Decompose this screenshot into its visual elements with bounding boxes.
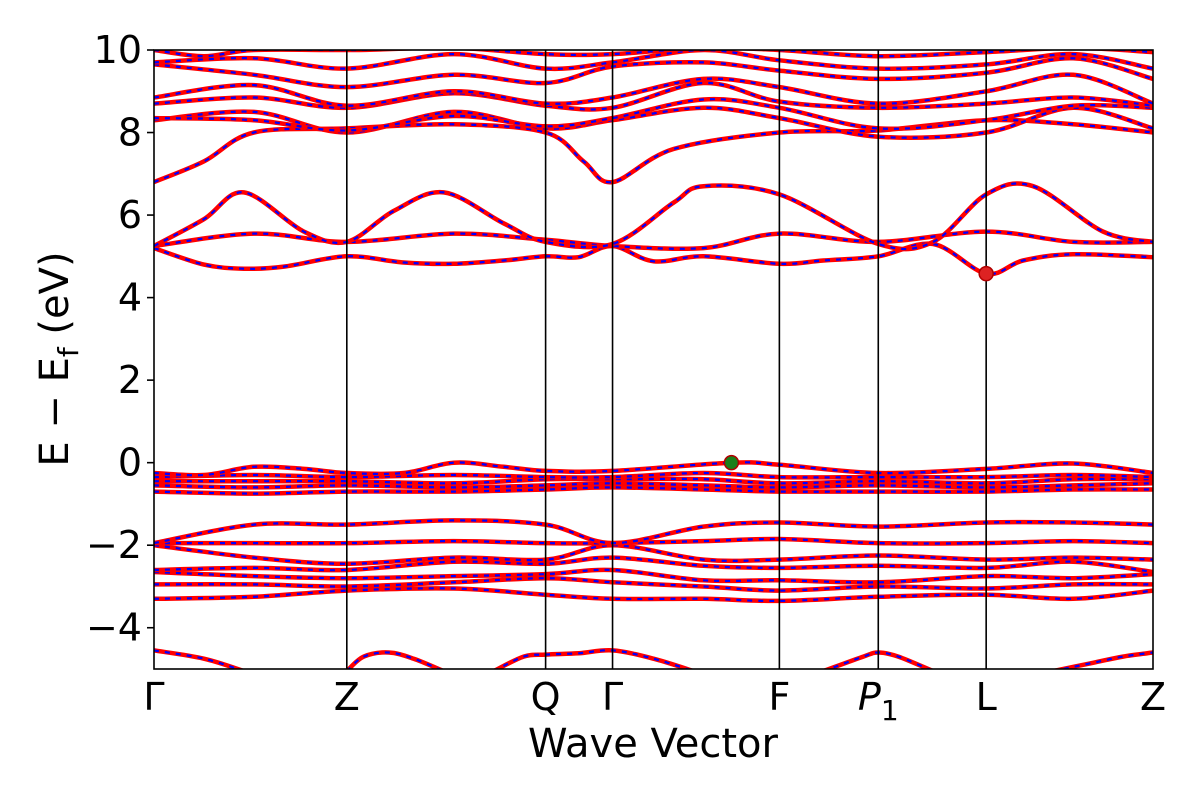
y-tick-label-5: 6 [118, 193, 142, 237]
band-4 [1052, 650, 1153, 669]
band-dash [1057, 651, 1153, 669]
band-18 [154, 229, 1153, 252]
band-5 [154, 586, 1153, 604]
band-8 [154, 555, 1153, 575]
band-0 [154, 648, 245, 669]
band-dash [495, 649, 691, 669]
x-tick-sub: 1 [881, 694, 899, 727]
band-6 [154, 575, 1153, 593]
x-tick-main: P [858, 675, 881, 719]
band-13 [154, 481, 1153, 490]
band-dash [154, 649, 242, 669]
band-21 [154, 105, 1153, 141]
band-line [492, 647, 695, 669]
x-tick-label-4: F [768, 675, 790, 719]
x-tick-label-7: Z [1140, 675, 1166, 719]
y-tick-label-6: 8 [118, 111, 142, 155]
band-dash [154, 587, 1153, 603]
band-line [154, 50, 1153, 72]
bands-layer [154, 50, 1153, 669]
x-tick-label-2: Q [531, 675, 561, 719]
plot-frame [153, 49, 1154, 670]
y-ticks: −4 −2 0 2 4 6 8 10 [86, 28, 154, 650]
band-dash [154, 57, 1153, 89]
band-line [154, 105, 1153, 141]
y-tick-label-0: −4 [86, 606, 142, 650]
x-tick-label-6: L [976, 675, 997, 719]
band-7 [154, 567, 1153, 585]
y-axis-label-main: E − E [32, 357, 78, 467]
band-dash [154, 486, 1153, 495]
band-12 [154, 485, 1153, 496]
y-tick-label-2: 0 [118, 441, 142, 485]
x-tick-label-3: Γ [602, 675, 623, 719]
y-tick-label-4: 4 [118, 276, 142, 320]
band-dash [154, 73, 1153, 107]
band-line [154, 518, 1153, 546]
high-symmetry-lines [346, 50, 987, 669]
band-14 [154, 476, 1153, 486]
band-dash [154, 471, 1153, 479]
band-2 [492, 647, 695, 669]
band-26 [154, 50, 1153, 72]
band-dash [154, 477, 1153, 485]
band-dash [154, 537, 1153, 545]
band-25 [154, 56, 1153, 90]
band-dash [154, 182, 1153, 251]
band-dash [154, 568, 1153, 584]
y-tick-label-3: 2 [118, 358, 142, 402]
y-axis-label-unit: (eV) [32, 251, 78, 347]
y-axis-label: E − Ef (eV) [32, 251, 85, 466]
y-tick-label-1: −2 [86, 523, 142, 567]
band-24 [154, 72, 1153, 108]
band-15 [154, 470, 1153, 480]
band-dash [154, 577, 1153, 592]
band-dash [154, 461, 1153, 477]
band-dash [154, 482, 1153, 489]
x-tick-label-1: Z [334, 675, 360, 719]
band-dash [347, 651, 442, 669]
markers-layer [723, 265, 994, 471]
x-tick-label-0: Γ [143, 675, 164, 719]
vbm-marker [723, 454, 740, 471]
y-axis-label-sub: f [52, 346, 85, 357]
band-dash [154, 118, 1153, 184]
band-11 [154, 518, 1153, 546]
band-10 [154, 536, 1153, 546]
x-tick-label-5: P1 [858, 675, 899, 727]
x-ticks: Γ Z Q Γ F P1 L Z [143, 675, 1166, 727]
band-1 [345, 650, 445, 669]
band-line [154, 229, 1153, 252]
y-tick-label-7: 10 [94, 28, 142, 72]
band-dash [154, 556, 1153, 574]
x-axis-label: Wave Vector [528, 721, 779, 767]
cbm-marker [978, 265, 994, 282]
